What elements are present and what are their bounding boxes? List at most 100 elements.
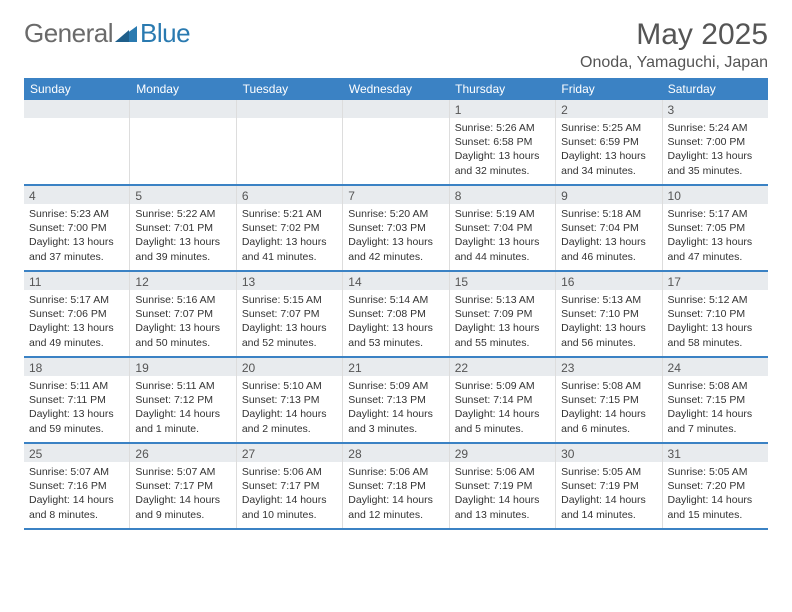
day-body: Sunrise: 5:17 AMSunset: 7:05 PMDaylight:… [663,204,768,269]
day-cell: 25Sunrise: 5:07 AMSunset: 7:16 PMDayligh… [24,444,130,528]
sunrise-text: Sunrise: 5:22 AM [135,207,230,221]
sunset-text: Sunset: 7:00 PM [29,221,124,235]
sunset-text: Sunset: 7:15 PM [561,393,656,407]
daylight-text: Daylight: 14 hours and 14 minutes. [561,493,656,521]
daylight-text: Daylight: 14 hours and 8 minutes. [29,493,124,521]
day-cell: 21Sunrise: 5:09 AMSunset: 7:13 PMDayligh… [343,358,449,442]
sunrise-text: Sunrise: 5:11 AM [135,379,230,393]
daylight-text: Daylight: 13 hours and 47 minutes. [668,235,763,263]
logo-text-blue: Blue [140,18,190,49]
day-body: Sunrise: 5:17 AMSunset: 7:06 PMDaylight:… [24,290,129,355]
day-number: 25 [24,444,129,462]
location-text: Onoda, Yamaguchi, Japan [580,54,768,72]
day-body: Sunrise: 5:24 AMSunset: 7:00 PMDaylight:… [663,118,768,183]
sunset-text: Sunset: 7:01 PM [135,221,230,235]
day-body: Sunrise: 5:11 AMSunset: 7:12 PMDaylight:… [130,376,235,441]
day-cell: 5Sunrise: 5:22 AMSunset: 7:01 PMDaylight… [130,186,236,270]
day-body: Sunrise: 5:22 AMSunset: 7:01 PMDaylight:… [130,204,235,269]
header-row: General Blue May 2025 Onoda, Yamaguchi, … [24,18,768,72]
sunrise-text: Sunrise: 5:07 AM [135,465,230,479]
day-body: Sunrise: 5:13 AMSunset: 7:09 PMDaylight:… [450,290,555,355]
day-body [130,118,235,126]
sunset-text: Sunset: 7:03 PM [348,221,443,235]
logo: General Blue [24,18,190,49]
daylight-text: Daylight: 13 hours and 39 minutes. [135,235,230,263]
day-cell: 8Sunrise: 5:19 AMSunset: 7:04 PMDaylight… [450,186,556,270]
day-number: 3 [663,100,768,118]
title-block: May 2025 Onoda, Yamaguchi, Japan [580,18,768,72]
daylight-text: Daylight: 13 hours and 42 minutes. [348,235,443,263]
daylight-text: Daylight: 13 hours and 59 minutes. [29,407,124,435]
day-cell: 31Sunrise: 5:05 AMSunset: 7:20 PMDayligh… [663,444,768,528]
daylight-text: Daylight: 13 hours and 32 minutes. [455,149,550,177]
daylight-text: Daylight: 14 hours and 15 minutes. [668,493,763,521]
day-body: Sunrise: 5:15 AMSunset: 7:07 PMDaylight:… [237,290,342,355]
daylight-text: Daylight: 13 hours and 35 minutes. [668,149,763,177]
daylight-text: Daylight: 13 hours and 50 minutes. [135,321,230,349]
daylight-text: Daylight: 14 hours and 3 minutes. [348,407,443,435]
sunset-text: Sunset: 7:18 PM [348,479,443,493]
daylight-text: Daylight: 13 hours and 52 minutes. [242,321,337,349]
day-number: 16 [556,272,661,290]
day-cell: 15Sunrise: 5:13 AMSunset: 7:09 PMDayligh… [450,272,556,356]
sunrise-text: Sunrise: 5:06 AM [348,465,443,479]
day-number [237,100,342,118]
day-number: 9 [556,186,661,204]
sunset-text: Sunset: 7:02 PM [242,221,337,235]
daylight-text: Daylight: 13 hours and 56 minutes. [561,321,656,349]
daylight-text: Daylight: 14 hours and 2 minutes. [242,407,337,435]
day-number: 15 [450,272,555,290]
day-body: Sunrise: 5:08 AMSunset: 7:15 PMDaylight:… [663,376,768,441]
day-number: 13 [237,272,342,290]
day-cell: 13Sunrise: 5:15 AMSunset: 7:07 PMDayligh… [237,272,343,356]
day-body: Sunrise: 5:21 AMSunset: 7:02 PMDaylight:… [237,204,342,269]
day-body: Sunrise: 5:08 AMSunset: 7:15 PMDaylight:… [556,376,661,441]
sunset-text: Sunset: 7:17 PM [135,479,230,493]
day-body: Sunrise: 5:25 AMSunset: 6:59 PMDaylight:… [556,118,661,183]
day-number: 8 [450,186,555,204]
day-cell: 26Sunrise: 5:07 AMSunset: 7:17 PMDayligh… [130,444,236,528]
daylight-text: Daylight: 13 hours and 49 minutes. [29,321,124,349]
day-number: 17 [663,272,768,290]
sunrise-text: Sunrise: 5:18 AM [561,207,656,221]
week-row: 25Sunrise: 5:07 AMSunset: 7:16 PMDayligh… [24,444,768,530]
sunset-text: Sunset: 6:59 PM [561,135,656,149]
logo-triangle-icon [115,18,137,49]
sunset-text: Sunset: 7:13 PM [348,393,443,407]
day-number: 19 [130,358,235,376]
day-cell: 30Sunrise: 5:05 AMSunset: 7:19 PMDayligh… [556,444,662,528]
logo-text-general: General [24,18,113,49]
weekday-header: Wednesday [343,78,449,100]
sunrise-text: Sunrise: 5:24 AM [668,121,763,135]
sunset-text: Sunset: 7:17 PM [242,479,337,493]
day-body: Sunrise: 5:06 AMSunset: 7:18 PMDaylight:… [343,462,448,527]
sunrise-text: Sunrise: 5:05 AM [561,465,656,479]
sunset-text: Sunset: 7:19 PM [455,479,550,493]
daylight-text: Daylight: 13 hours and 58 minutes. [668,321,763,349]
day-number: 12 [130,272,235,290]
week-row: 1Sunrise: 5:26 AMSunset: 6:58 PMDaylight… [24,100,768,186]
sunset-text: Sunset: 7:07 PM [135,307,230,321]
day-cell: 9Sunrise: 5:18 AMSunset: 7:04 PMDaylight… [556,186,662,270]
day-number: 28 [343,444,448,462]
day-number: 29 [450,444,555,462]
day-body: Sunrise: 5:09 AMSunset: 7:14 PMDaylight:… [450,376,555,441]
day-cell: 14Sunrise: 5:14 AMSunset: 7:08 PMDayligh… [343,272,449,356]
sunrise-text: Sunrise: 5:19 AM [455,207,550,221]
sunrise-text: Sunrise: 5:25 AM [561,121,656,135]
week-row: 4Sunrise: 5:23 AMSunset: 7:00 PMDaylight… [24,186,768,272]
day-number: 5 [130,186,235,204]
sunrise-text: Sunrise: 5:06 AM [455,465,550,479]
sunrise-text: Sunrise: 5:11 AM [29,379,124,393]
sunrise-text: Sunrise: 5:16 AM [135,293,230,307]
weekday-header-row: SundayMondayTuesdayWednesdayThursdayFrid… [24,78,768,100]
week-row: 11Sunrise: 5:17 AMSunset: 7:06 PMDayligh… [24,272,768,358]
day-number [24,100,129,118]
sunset-text: Sunset: 7:19 PM [561,479,656,493]
sunset-text: Sunset: 7:08 PM [348,307,443,321]
day-cell: 22Sunrise: 5:09 AMSunset: 7:14 PMDayligh… [450,358,556,442]
daylight-text: Daylight: 13 hours and 44 minutes. [455,235,550,263]
day-cell: 28Sunrise: 5:06 AMSunset: 7:18 PMDayligh… [343,444,449,528]
sunset-text: Sunset: 7:20 PM [668,479,763,493]
day-body: Sunrise: 5:12 AMSunset: 7:10 PMDaylight:… [663,290,768,355]
